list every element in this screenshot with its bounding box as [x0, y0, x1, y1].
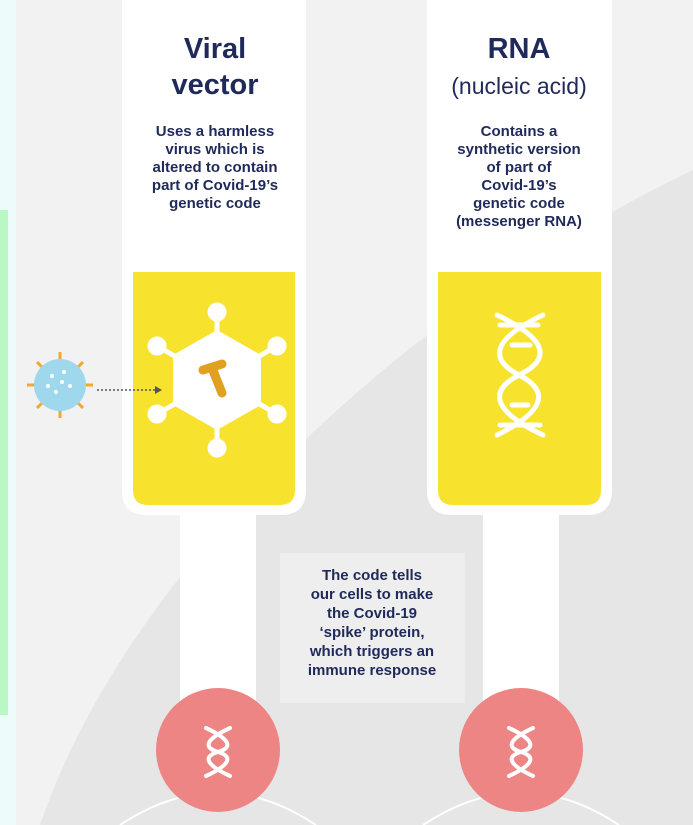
- tube-neck: [180, 480, 256, 720]
- column-description: genetic code: [169, 195, 261, 212]
- virus-icon: [27, 352, 162, 418]
- note-box: [280, 553, 465, 703]
- column-title: RNA: [488, 33, 551, 65]
- column-description: Contains a: [481, 123, 558, 140]
- note-text: The code tells: [322, 567, 422, 584]
- note-text: ‘spike’ protein,: [319, 624, 424, 641]
- note-text: the Covid-19: [327, 605, 417, 622]
- column-description: synthetic version: [457, 141, 580, 158]
- green-strip: [0, 210, 8, 715]
- column-description: altered to contain: [152, 159, 277, 176]
- column-description: of part of: [487, 159, 553, 176]
- gene-fragment: [198, 359, 227, 398]
- note-text: our cells to make: [311, 586, 434, 603]
- column-description: virus which is: [165, 141, 264, 158]
- column-description: genetic code: [473, 195, 565, 212]
- column-title: vector: [171, 69, 258, 101]
- note-text: which triggers an: [309, 643, 434, 660]
- column-description: part of Covid-19’s: [152, 177, 278, 194]
- note-text: immune response: [308, 662, 436, 679]
- rna-helix: [494, 312, 546, 438]
- cell-helix: [204, 726, 535, 778]
- tube-fluid: [438, 272, 601, 505]
- column-title: Viral: [184, 33, 246, 65]
- tube-neck: [483, 480, 559, 720]
- column-description: (messenger RNA): [456, 213, 582, 230]
- column-description: Covid-19’s: [481, 177, 556, 194]
- column-title: (nucleic acid): [451, 73, 587, 99]
- column-description: Uses a harmless: [156, 123, 274, 140]
